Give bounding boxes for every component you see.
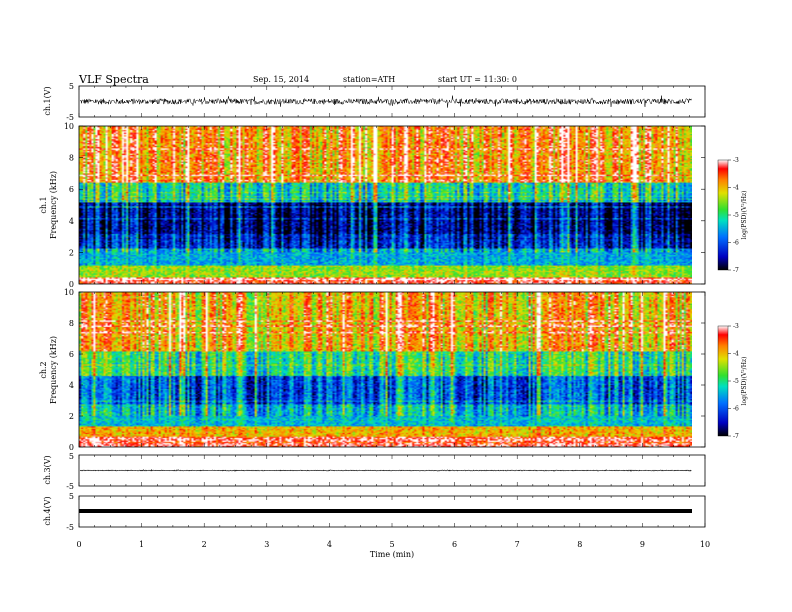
colorbar-tick-label: -3	[733, 323, 739, 330]
colorbar-tick-label: -7	[733, 267, 739, 274]
x-tick-label: 8	[577, 540, 582, 549]
ch4-waveform-trace	[79, 509, 692, 513]
ch3-ytick-top: 5	[69, 452, 74, 461]
ch1-spec-ylabel-frequency: Frequency (kHz)	[49, 171, 58, 239]
ch2-spec-ylabel-channel: ch.2	[39, 361, 48, 378]
x-tick-label: 0	[76, 540, 81, 549]
y-tick-label: 2	[69, 248, 74, 257]
y-tick-label: 4	[69, 381, 74, 390]
x-tick-label: 10	[700, 540, 710, 549]
ch1-ylabel: ch.1(V)	[43, 86, 52, 115]
date-label: Sep. 15, 2014	[253, 75, 310, 84]
station-label: station=ATH	[343, 75, 396, 84]
x-tick-label: 5	[389, 540, 394, 549]
ch2-spectrogram-image	[79, 292, 692, 447]
ch1-ytick-bottom: -5	[66, 113, 74, 122]
x-tick-label: 7	[515, 540, 520, 549]
ch2-spec-ylabel-frequency: Frequency (kHz)	[49, 336, 58, 404]
ch1-colorbar	[717, 159, 729, 271]
ch1-colorbar-label: log(PSD)(V²/Hz)	[741, 191, 748, 240]
ch4-panel: 5 -5 ch.4(V)	[43, 492, 706, 532]
colorbar-tick-label: -5	[733, 378, 739, 385]
x-tick-label: 1	[139, 540, 144, 549]
y-tick-label: 2	[69, 412, 74, 421]
colorbar-tick-label: -3	[733, 157, 739, 164]
colorbar-tick-label: -6	[733, 240, 739, 247]
ch2-colorbar-label: log(PSD)(V²/Hz)	[741, 357, 748, 406]
x-tick-label: 9	[640, 540, 645, 549]
y-tick-label: 8	[69, 154, 74, 163]
y-tick-label: 6	[69, 350, 74, 359]
ch1-spectrogram-image	[79, 126, 692, 284]
ch2-colorbar	[717, 325, 729, 437]
x-tick-label: 2	[202, 540, 207, 549]
y-tick-label: 4	[69, 217, 74, 226]
ch3-ylabel: ch.3(V)	[43, 455, 52, 484]
x-tick-label: 4	[327, 540, 332, 549]
x-tick-label: 6	[452, 540, 457, 549]
ch1-ytick-top: 5	[69, 82, 74, 91]
start-time-label: start UT = 11:30: 0	[438, 75, 517, 84]
time-axis-label: Time (min)	[370, 550, 414, 559]
y-tick-label: 10	[64, 288, 74, 297]
chart-title: VLF Spectra	[79, 73, 149, 86]
colorbar-tick-label: -7	[733, 433, 739, 440]
time-axis: 0 1 2 3 4 5 6 7 8 9 10	[76, 86, 710, 549]
ch3-panel: 5 -5 ch.3(V)	[43, 452, 706, 491]
ch1-panel: 5 -5 ch.1(V)	[43, 82, 706, 122]
ch4-ytick-bottom: -5	[66, 523, 74, 532]
y-tick-label: 6	[69, 185, 74, 194]
ch4-ylabel: ch.4(V)	[43, 496, 52, 525]
x-tick-label: 3	[264, 540, 269, 549]
ch3-ytick-bottom: -5	[66, 482, 74, 491]
colorbar-tick-label: -4	[733, 185, 739, 192]
colorbar-tick-label: -6	[733, 406, 739, 413]
y-tick-label: 0	[69, 443, 74, 452]
colorbar-tick-label: -4	[733, 351, 739, 358]
ch1-waveform-trace	[79, 95, 692, 108]
y-tick-label: 8	[69, 319, 74, 328]
y-tick-label: 10	[64, 122, 74, 131]
ch1-spec-ylabel-channel: ch.1	[39, 196, 48, 213]
y-tick-label: 0	[69, 280, 74, 289]
ch4-ytick-top: 5	[69, 492, 74, 501]
ch3-waveform-trace	[79, 468, 692, 473]
colorbar-tick-label: -5	[733, 212, 739, 219]
